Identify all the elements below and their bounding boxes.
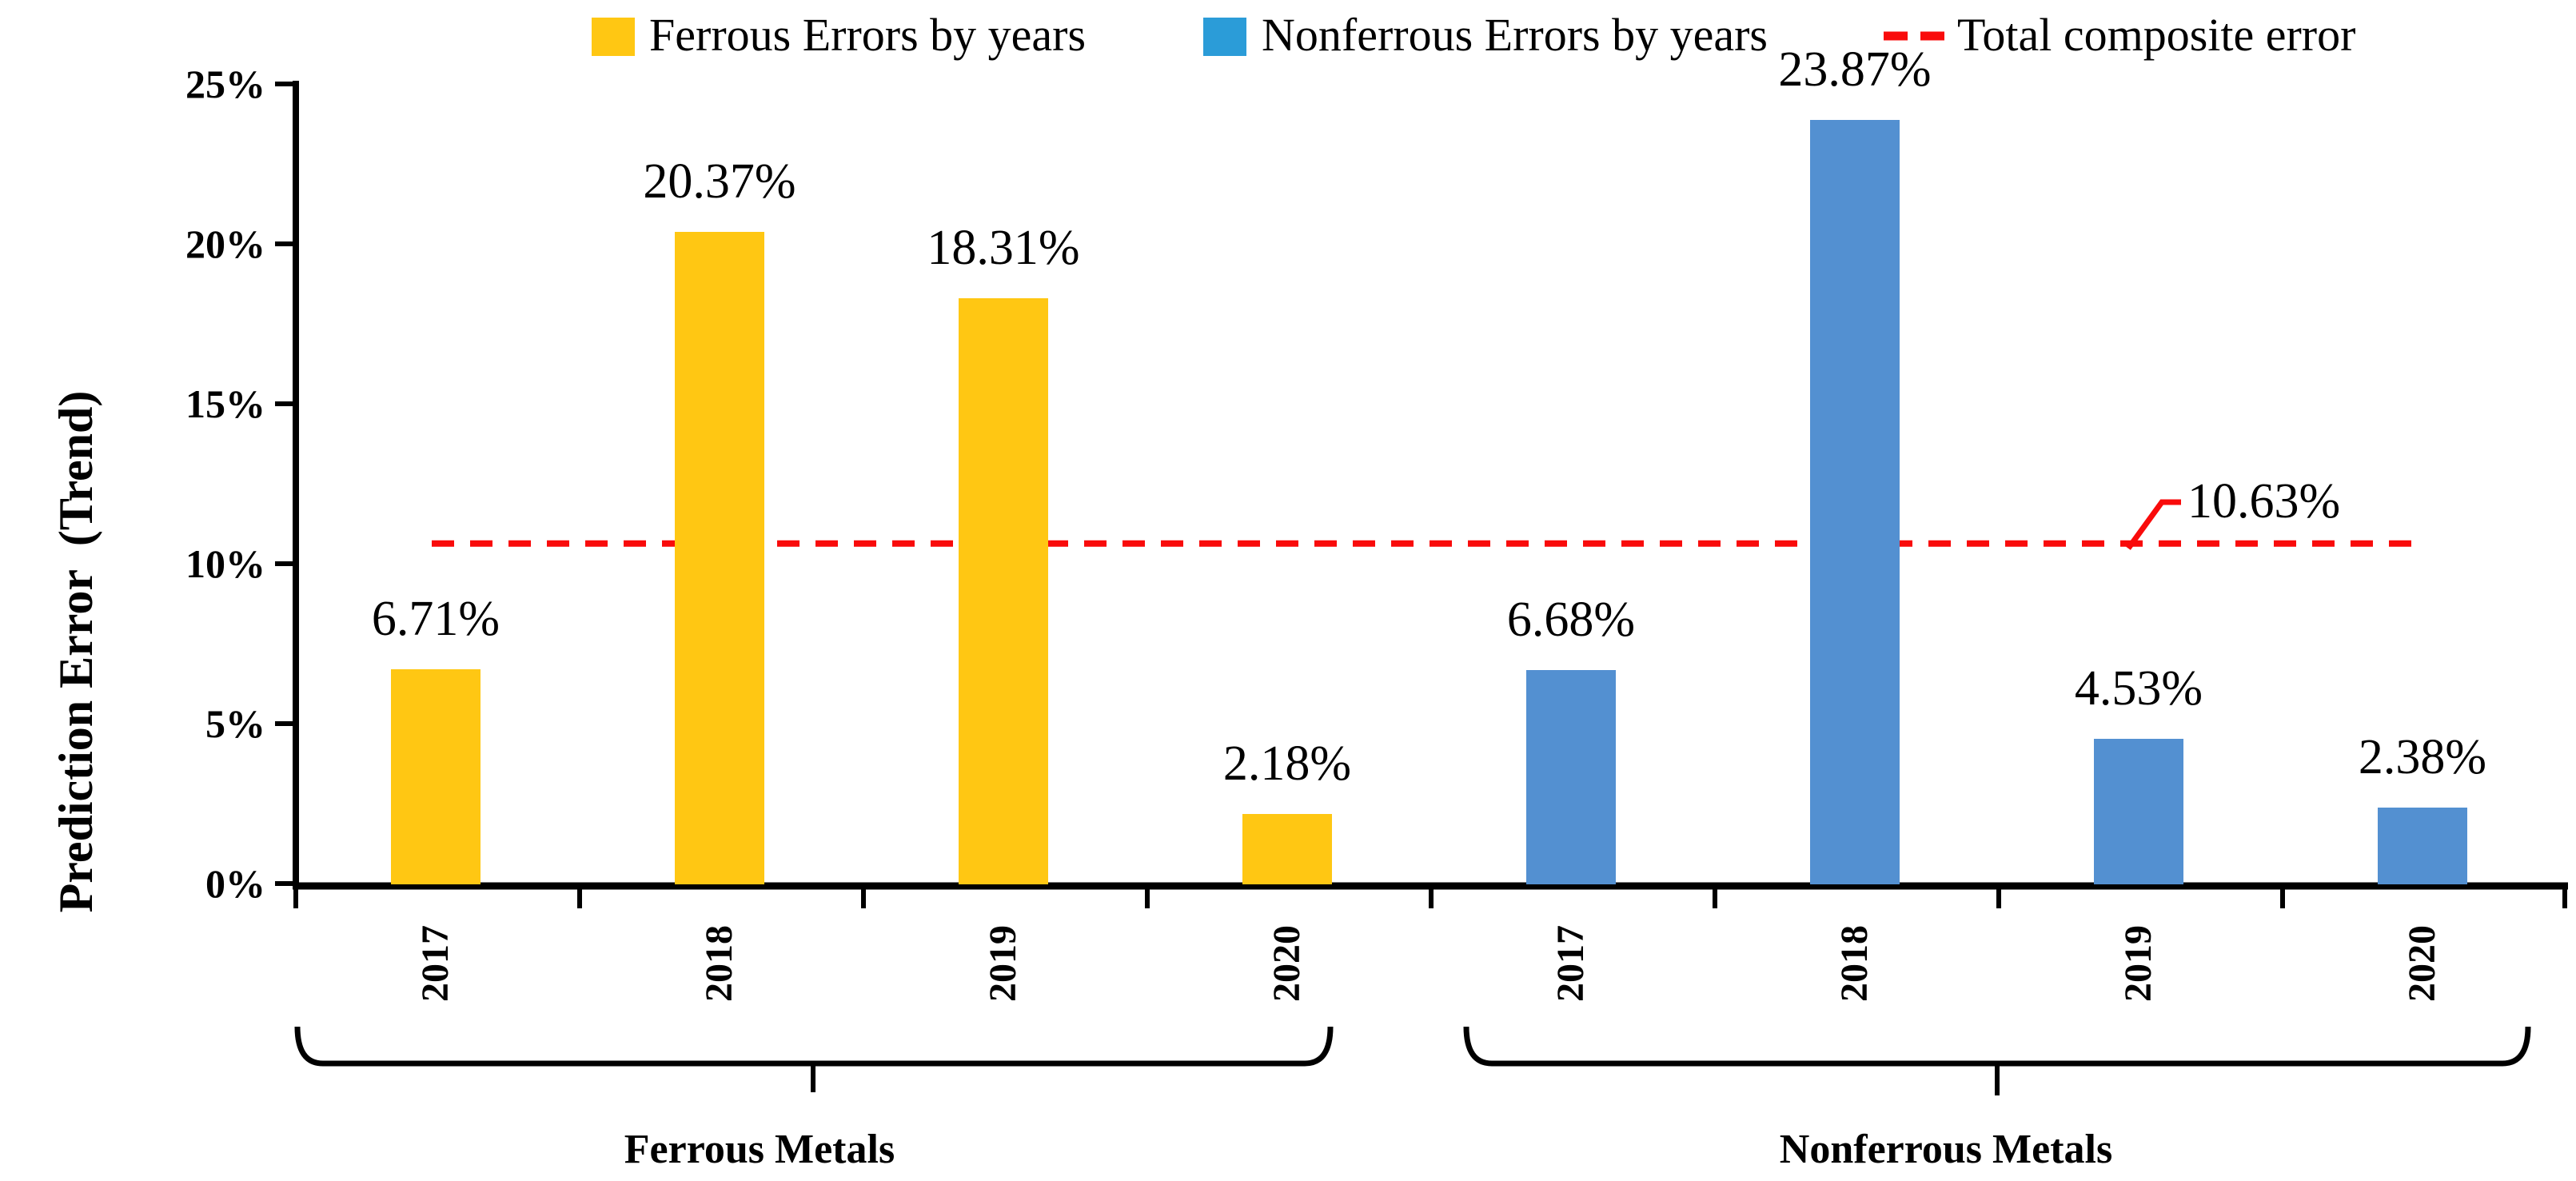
y-tick-label: 25% <box>185 62 265 106</box>
x-axis-ticks <box>293 886 2567 908</box>
value-label: 2.18% <box>1222 736 1352 791</box>
legend-label-reference-line: Total composite error <box>1957 9 2356 61</box>
bar-ferrous-2018 <box>675 232 764 884</box>
group-label-nonferrous: Nonferrous Metals <box>1779 1127 2113 1172</box>
x-tick-label: 2020 <box>2401 925 2443 1002</box>
reference-line-value-label: 10.63% <box>2187 474 2341 529</box>
value-label: 23.87% <box>1778 42 1932 98</box>
bar-nonferrous-2019 <box>2094 738 2183 884</box>
legend-swatch-nonferrous <box>1203 18 1246 56</box>
legend-label-nonferrous: Nonferrous Errors by years <box>1262 9 1768 61</box>
y-axis-title: Prediction Error (Trend) <box>50 390 102 913</box>
x-tick-label: 2017 <box>414 925 457 1002</box>
bar-ferrous-2019 <box>959 297 1048 884</box>
value-label: 6.68% <box>1506 592 1636 647</box>
bar-ferrous-2020 <box>1242 813 1332 884</box>
reference-line-callout <box>2126 499 2181 550</box>
x-tick-label: 2019 <box>2117 925 2159 1002</box>
group-brace-nonferrous <box>1463 1026 2531 1095</box>
legend-dash-icon <box>1884 31 1944 41</box>
bar-nonferrous-2017 <box>1526 669 1616 884</box>
value-label: 6.71% <box>371 591 500 646</box>
y-tick-label: 15% <box>185 381 265 426</box>
value-label: 18.31% <box>927 220 1080 275</box>
legend-label-ferrous: Ferrous Errors by years <box>649 9 1087 61</box>
y-tick-label: 5% <box>205 701 265 746</box>
legend-swatch-ferrous <box>592 18 635 56</box>
bar-ferrous-2017 <box>391 668 481 884</box>
value-label: 2.38% <box>2358 729 2487 784</box>
y-tick-label: 0% <box>205 861 265 906</box>
value-label: 4.53% <box>2074 660 2203 716</box>
y-tick-label: 20% <box>185 221 265 266</box>
x-tick-label: 2019 <box>982 925 1024 1002</box>
x-tick-label: 2017 <box>1549 925 1592 1002</box>
value-label: 20.37% <box>643 154 796 209</box>
bar-nonferrous-2020 <box>2378 807 2467 884</box>
x-tick-label: 2020 <box>1266 925 1308 1002</box>
y-tick-label: 10% <box>185 541 265 586</box>
x-tick-label: 2018 <box>698 925 740 1002</box>
group-label-ferrous: Ferrous Metals <box>624 1127 895 1172</box>
x-tick-label: 2018 <box>1833 925 1876 1002</box>
bar-nonferrous-2018 <box>1810 120 1900 884</box>
